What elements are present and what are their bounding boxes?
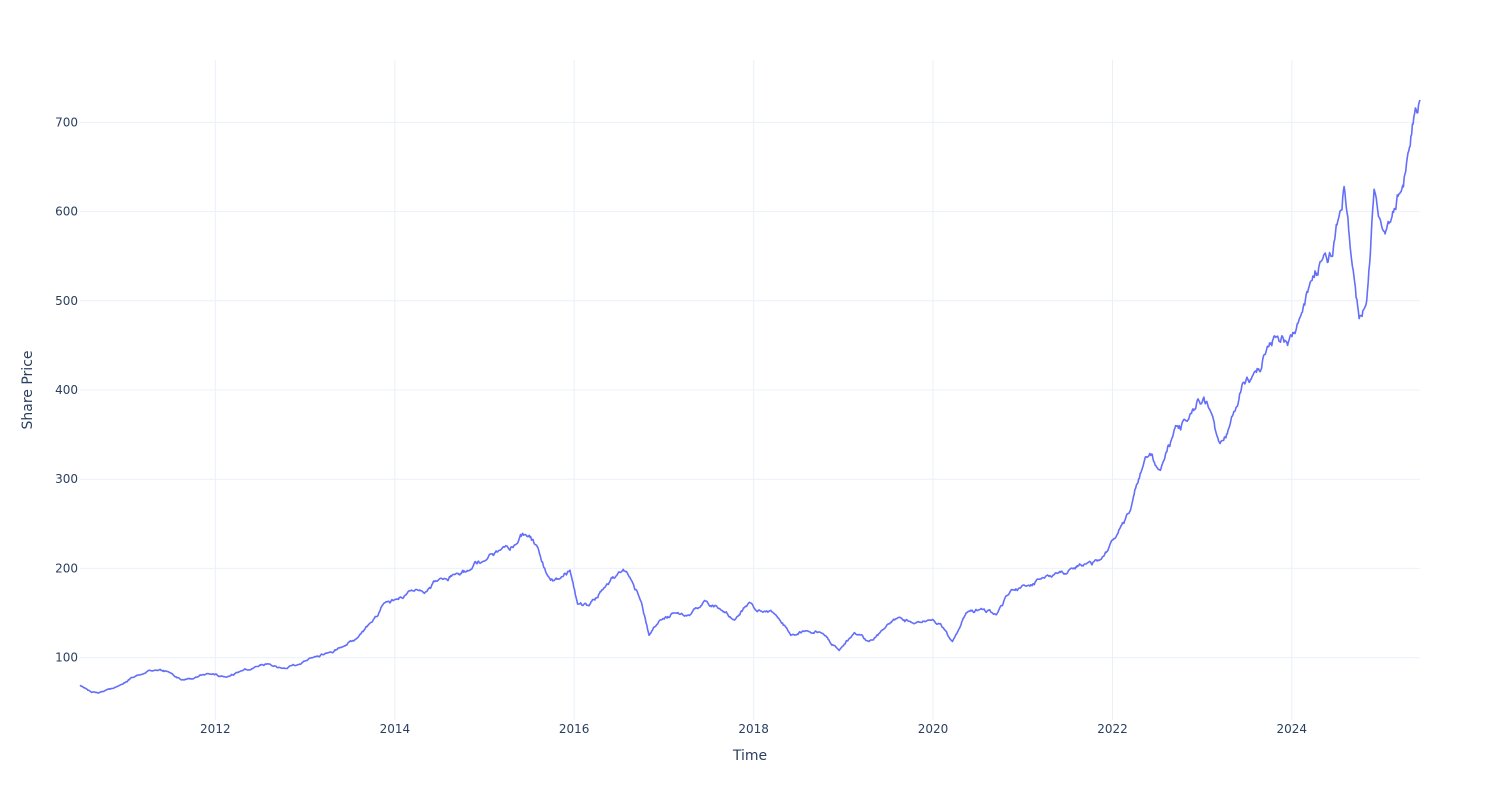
x-tick-label: 2012 <box>200 722 231 736</box>
x-tick-label: 2014 <box>380 722 411 736</box>
y-gridlines <box>80 121 1420 659</box>
x-axis-ticks: 2012 2014 2016 2018 2020 2022 2024 <box>200 722 1307 736</box>
y-tick-label: 600 <box>55 205 78 219</box>
y-axis-title: Share Price <box>20 350 36 429</box>
x-tick-label: 2022 <box>1097 722 1128 736</box>
y-tick-label: 500 <box>55 294 78 308</box>
x-axis-title: Time <box>732 748 767 764</box>
y-tick-label: 100 <box>55 651 78 665</box>
x-tick-label: 2024 <box>1277 722 1308 736</box>
y-tick-label: 400 <box>55 383 78 397</box>
series-line <box>79 99 1421 694</box>
y-tick-label: 700 <box>55 115 78 129</box>
y-axis-ticks: 100 200 300 400 500 600 700 <box>55 115 78 664</box>
series-layer <box>79 99 1421 694</box>
y-tick-label: 200 <box>55 561 78 575</box>
x-tick-label: 2020 <box>918 722 949 736</box>
x-tick-label: 2018 <box>738 722 769 736</box>
x-tick-label: 2016 <box>559 722 590 736</box>
y-tick-label: 300 <box>55 472 78 486</box>
